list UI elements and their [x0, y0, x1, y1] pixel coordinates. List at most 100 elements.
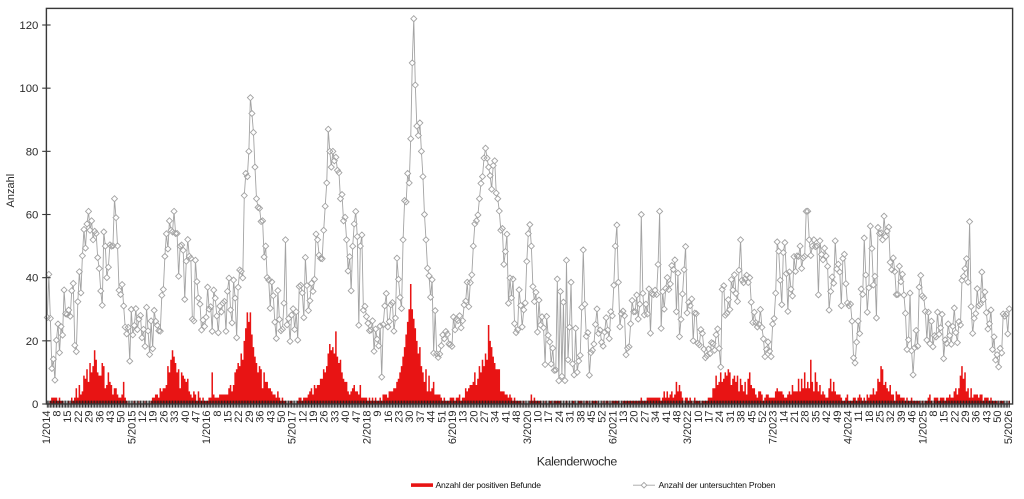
svg-text:6/2019: 6/2019 [447, 411, 459, 445]
svg-text:14: 14 [778, 411, 790, 423]
svg-text:12: 12 [137, 411, 149, 423]
svg-text:41: 41 [661, 411, 673, 423]
svg-text:33: 33 [169, 411, 181, 423]
svg-text:29: 29 [84, 411, 96, 423]
svg-text:18: 18 [864, 411, 876, 423]
svg-text:38: 38 [736, 411, 748, 423]
svg-text:42: 42 [821, 411, 833, 423]
svg-text:26: 26 [319, 411, 331, 423]
svg-text:50: 50 [116, 411, 128, 423]
svg-text:40: 40 [26, 273, 39, 285]
svg-text:26: 26 [158, 411, 170, 423]
svg-text:2/2018: 2/2018 [361, 411, 373, 445]
svg-text:48: 48 [511, 411, 523, 423]
svg-text:47: 47 [190, 411, 202, 423]
svg-text:47: 47 [351, 411, 363, 423]
svg-text:30: 30 [404, 411, 416, 423]
svg-text:22: 22 [949, 411, 961, 423]
svg-text:13: 13 [458, 411, 470, 423]
svg-text:6/2021: 6/2021 [607, 411, 619, 445]
svg-text:16: 16 [383, 411, 395, 423]
svg-text:31: 31 [725, 411, 737, 423]
svg-text:27: 27 [479, 411, 491, 423]
svg-text:22: 22 [73, 411, 85, 423]
svg-text:8: 8 [212, 411, 224, 417]
svg-text:44: 44 [426, 411, 438, 423]
svg-text:15: 15 [223, 411, 235, 423]
svg-text:21: 21 [789, 411, 801, 423]
svg-text:33: 33 [329, 411, 341, 423]
svg-text:1/2016: 1/2016 [201, 411, 213, 445]
svg-text:10: 10 [532, 411, 544, 423]
svg-text:8: 8 [51, 411, 63, 417]
svg-text:7/2023: 7/2023 [768, 411, 780, 445]
svg-text:36: 36 [255, 411, 267, 423]
svg-text:46: 46 [907, 411, 919, 423]
svg-text:3/2020: 3/2020 [522, 411, 534, 445]
svg-text:40: 40 [180, 411, 192, 423]
svg-text:43: 43 [265, 411, 277, 423]
svg-text:38: 38 [575, 411, 587, 423]
svg-text:19: 19 [308, 411, 320, 423]
svg-text:34: 34 [490, 411, 502, 423]
svg-text:13: 13 [618, 411, 630, 423]
svg-text:45: 45 [586, 411, 598, 423]
svg-text:23: 23 [394, 411, 406, 423]
svg-text:Anzahl der untersuchten Proben: Anzahl der untersuchten Proben [659, 480, 776, 490]
svg-text:5/2017: 5/2017 [287, 411, 299, 445]
svg-text:24: 24 [554, 411, 566, 423]
svg-text:52: 52 [597, 411, 609, 423]
svg-text:60: 60 [26, 210, 39, 222]
svg-text:0: 0 [32, 399, 38, 411]
svg-text:11: 11 [853, 411, 865, 422]
svg-text:36: 36 [971, 411, 983, 423]
svg-text:Anzahl der positiven Befunde: Anzahl der positiven Befunde [436, 480, 542, 490]
svg-text:35: 35 [810, 411, 822, 423]
svg-text:27: 27 [639, 411, 651, 423]
svg-text:22: 22 [233, 411, 245, 423]
svg-text:5/2026: 5/2026 [1003, 411, 1015, 445]
svg-text:52: 52 [757, 411, 769, 423]
svg-text:3/2022: 3/2022 [682, 411, 694, 445]
svg-text:50: 50 [992, 411, 1004, 423]
svg-text:43: 43 [105, 411, 117, 423]
svg-text:15: 15 [62, 411, 74, 423]
svg-text:28: 28 [800, 411, 812, 423]
svg-text:10: 10 [693, 411, 705, 423]
svg-text:15: 15 [939, 411, 951, 423]
svg-text:20: 20 [629, 411, 641, 423]
svg-text:48: 48 [671, 411, 683, 423]
svg-text:Kalenderwoche: Kalenderwoche [537, 455, 618, 469]
svg-text:36: 36 [94, 411, 106, 423]
svg-text:1/2025: 1/2025 [917, 411, 929, 445]
svg-text:12: 12 [297, 411, 309, 423]
svg-text:45: 45 [746, 411, 758, 423]
svg-text:120: 120 [19, 20, 38, 32]
svg-text:34: 34 [650, 411, 662, 423]
svg-text:50: 50 [276, 411, 288, 423]
svg-text:32: 32 [885, 411, 897, 423]
svg-text:29: 29 [244, 411, 256, 423]
svg-text:43: 43 [981, 411, 993, 423]
svg-text:100: 100 [19, 83, 38, 95]
svg-text:19: 19 [148, 411, 160, 423]
svg-text:17: 17 [704, 411, 716, 423]
svg-text:39: 39 [896, 411, 908, 423]
svg-text:Anzahl: Anzahl [5, 174, 17, 208]
svg-text:40: 40 [340, 411, 352, 423]
svg-text:4/2024: 4/2024 [842, 411, 854, 445]
svg-text:20: 20 [26, 336, 39, 348]
svg-text:49: 49 [832, 411, 844, 423]
svg-text:20: 20 [468, 411, 480, 423]
svg-text:8: 8 [928, 411, 940, 417]
svg-text:25: 25 [875, 411, 887, 423]
svg-text:9: 9 [372, 411, 384, 417]
svg-text:17: 17 [543, 411, 555, 423]
svg-text:24: 24 [714, 411, 726, 423]
svg-text:31: 31 [565, 411, 577, 423]
svg-text:37: 37 [415, 411, 427, 423]
svg-text:80: 80 [26, 146, 39, 158]
svg-text:1/2014: 1/2014 [41, 411, 53, 445]
svg-text:41: 41 [500, 411, 512, 423]
svg-text:51: 51 [436, 411, 448, 423]
